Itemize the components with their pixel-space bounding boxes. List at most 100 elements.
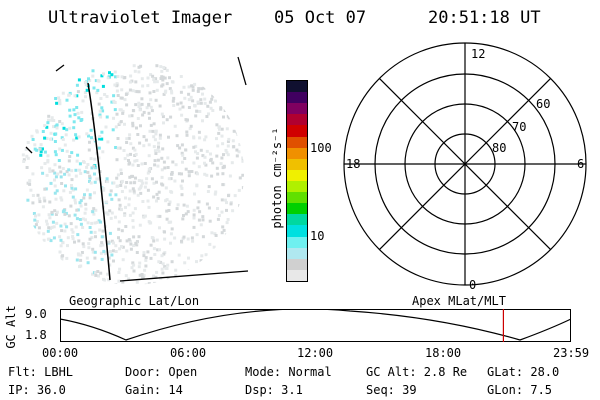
emission-pixel [110,100,114,104]
emission-pixel [61,241,65,245]
emission-pixel [160,168,164,172]
emission-pixel [94,79,98,83]
emission-pixel [154,152,158,155]
emission-pixel [178,146,182,150]
emission-pixel [187,174,191,178]
emission-pixel [58,165,62,169]
emission-pixel [42,238,46,242]
emission-pixel [74,133,78,137]
emission-pixel [39,150,43,154]
emission-pixel [163,230,166,234]
emission-pixel [180,239,183,243]
emission-pixel [82,196,86,200]
emission-pixel [93,172,96,176]
emission-pixel [160,156,164,160]
emission-pixel [41,147,44,151]
emission-pixel [42,232,46,236]
emission-pixel [227,137,231,141]
emission-pixel [181,105,185,109]
emission-pixel [137,265,141,269]
emission-pixel [54,197,58,201]
emission-pixel [91,272,94,276]
emission-pixel [207,185,211,189]
emission-pixel [74,174,78,178]
emission-pixel [193,104,197,107]
emission-pixel [146,199,150,203]
emission-pixel [72,126,76,130]
emission-pixel [114,193,118,197]
emission-pixel [73,198,77,202]
emission-pixel [181,217,185,221]
emission-pixel [104,252,108,256]
emission-pixel [56,172,60,176]
emission-pixel [127,162,131,166]
emission-pixel [129,181,133,185]
emission-pixel [79,222,83,226]
emission-pixel [137,187,141,191]
emission-pixel [69,222,73,226]
emission-pixel [180,193,184,197]
emission-pixel [138,273,142,277]
emission-pixel [168,87,172,91]
emission-pixel [88,193,92,197]
emission-pixel [43,199,47,203]
emission-pixel [96,88,100,92]
emission-pixel [53,171,57,175]
emission-pixel [117,123,121,126]
emission-pixel [100,137,104,141]
emission-pixel [81,217,85,221]
emission-pixel [100,106,104,110]
emission-pixel [106,76,110,80]
emission-pixel [50,118,54,122]
emission-pixel [220,127,224,131]
emission-pixel [65,98,69,102]
emission-pixel [172,96,176,100]
emission-pixel [200,254,204,258]
emission-pixel [156,214,160,218]
emission-pixel [196,206,200,210]
emission-pixel [152,181,156,185]
emission-pixel [99,251,103,255]
emission-pixel [225,151,229,155]
emission-pixel [187,85,191,89]
emission-pixel [127,238,131,242]
emission-pixel [62,209,66,213]
emission-pixel [181,160,184,164]
emission-pixel [201,235,205,239]
emission-pixel [226,114,230,118]
emission-pixel [223,109,227,112]
emission-pixel [120,190,124,193]
emission-pixel [68,91,72,95]
mlat-label-80: 80 [492,141,507,155]
emission-pixel [204,163,208,167]
emission-pixel [135,90,139,94]
emission-pixel [197,130,201,134]
emission-pixel [74,168,78,172]
emission-pixel [43,187,47,191]
emission-pixel [124,274,128,278]
emission-pixel [133,207,137,211]
emission-pixel [34,214,37,218]
emission-pixel [184,118,188,122]
emission-pixel [118,146,122,150]
emission-pixel [163,166,167,170]
emission-pixel [131,89,135,93]
emission-pixel [128,213,132,217]
emission-pixel [124,185,127,189]
emission-pixel [75,159,79,163]
emission-pixel [132,189,136,193]
emission-pixel [134,241,138,245]
emission-pixel [93,256,97,260]
emission-pixel [155,270,159,274]
emission-pixel [53,163,57,167]
emission-pixel [58,235,62,239]
emission-pixel [106,180,110,184]
emission-pixel [194,114,198,118]
emission-pixel [31,138,35,141]
emission-pixel [158,214,162,218]
emission-pixel [195,109,199,113]
emission-pixel [59,196,63,200]
emission-pixel [59,224,63,228]
emission-pixel [173,236,177,240]
emission-pixel [93,250,97,254]
